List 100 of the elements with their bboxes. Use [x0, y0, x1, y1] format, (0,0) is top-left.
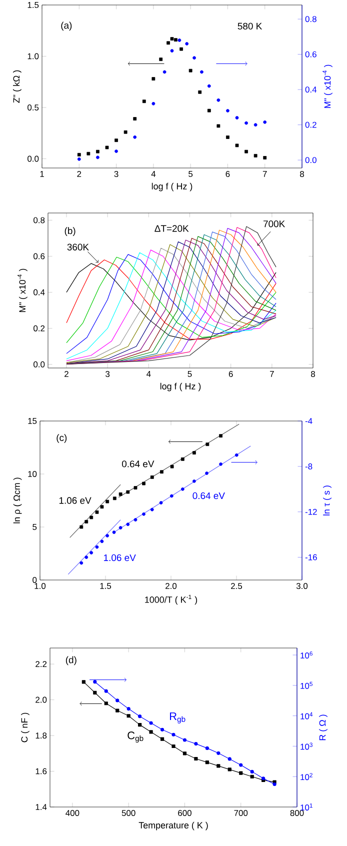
- point: [170, 494, 174, 498]
- point: [126, 522, 130, 526]
- point: [180, 457, 184, 461]
- point: [80, 525, 84, 529]
- point: [235, 116, 239, 120]
- point: [254, 123, 258, 127]
- point: [216, 98, 220, 102]
- point: [205, 760, 209, 764]
- point: [114, 150, 118, 153]
- y-tick-label: 0.2: [34, 325, 45, 332]
- point: [105, 146, 109, 150]
- point: [174, 38, 178, 42]
- x-tick-label: 1.5: [100, 583, 112, 589]
- point: [96, 150, 100, 154]
- point: [263, 156, 267, 160]
- y2-tick-label: 10$^{2}$: [300, 773, 312, 780]
- point: [235, 144, 239, 148]
- point: [182, 738, 187, 742]
- x-tick-label: 2: [64, 371, 68, 377]
- series-label: R$_{gb}$: [170, 712, 186, 724]
- x-tick-label: 5: [188, 371, 192, 377]
- point: [106, 534, 110, 538]
- x-tick-label: 7: [262, 171, 267, 177]
- y2-tick-label: 0.4: [305, 86, 317, 93]
- point: [166, 41, 170, 45]
- point: [172, 732, 176, 736]
- point: [250, 774, 254, 778]
- point: [192, 451, 196, 454]
- annotation: 580 K: [238, 22, 262, 30]
- x-tick-label: 6: [226, 171, 230, 177]
- point: [205, 472, 208, 475]
- point: [234, 453, 238, 457]
- point: [126, 714, 130, 718]
- point: [250, 770, 254, 774]
- point: [192, 479, 196, 483]
- point: [207, 108, 211, 112]
- y-tick-label: 0.8: [34, 217, 45, 224]
- point: [216, 764, 220, 768]
- point: [150, 508, 154, 512]
- point: [104, 702, 108, 706]
- point: [207, 84, 211, 88]
- point: [200, 70, 204, 74]
- point: [244, 121, 248, 125]
- point: [126, 707, 130, 711]
- point: [112, 530, 116, 534]
- annotation: 700K: [264, 220, 286, 228]
- point: [150, 475, 154, 479]
- x-tick-label: 1: [40, 171, 44, 177]
- point: [192, 56, 196, 60]
- point: [170, 49, 174, 52]
- y2-tick-label: -4: [305, 418, 312, 424]
- point: [80, 561, 84, 565]
- point: [170, 464, 174, 468]
- point: [216, 751, 220, 755]
- x-tick-label: 700: [234, 810, 248, 816]
- point: [244, 150, 248, 154]
- y2-tick-label: 10$^{6}$: [300, 651, 312, 659]
- y2-tick-label: 10$^{3}$: [300, 742, 312, 750]
- x-tick-label: 8: [311, 371, 315, 378]
- point: [118, 492, 122, 496]
- point: [180, 47, 183, 51]
- point: [106, 500, 110, 504]
- annotation: (a): [61, 22, 72, 31]
- point: [114, 138, 118, 142]
- point: [198, 90, 202, 94]
- point: [104, 689, 108, 693]
- x-tick-label: 2: [77, 171, 82, 177]
- y-tick-label: 0: [32, 577, 37, 583]
- point: [188, 68, 192, 72]
- point: [159, 58, 163, 62]
- point: [142, 482, 146, 486]
- y2-axis-title: M" ( x10$^{-4}$ ): [322, 64, 332, 108]
- y-tick-label: 2.0: [36, 696, 47, 703]
- y-tick-label: 1.8: [36, 732, 47, 739]
- point: [95, 510, 99, 514]
- point: [138, 723, 142, 727]
- y-tick-label: 1.5: [28, 2, 39, 8]
- y2-tick-label: 0.2: [305, 122, 316, 128]
- point: [263, 120, 267, 124]
- point: [205, 746, 209, 750]
- y-axis-title: C ( nF ): [21, 712, 30, 742]
- annotation: 0.64 eV: [122, 460, 154, 468]
- point: [126, 490, 130, 494]
- point: [180, 487, 184, 491]
- y-tick-label: 0.0: [28, 156, 39, 162]
- point: [149, 721, 153, 725]
- y-tick-label: 0.6: [34, 253, 45, 260]
- x-tick-label: 4: [151, 171, 156, 177]
- x-axis-title: log f ( Hz ): [152, 182, 192, 192]
- point: [134, 486, 138, 490]
- x-axis-title: 1000/T ( K$^{-1}$ ): [145, 594, 198, 605]
- point: [219, 434, 222, 438]
- point: [93, 680, 97, 684]
- y-tick-label: 15: [28, 418, 37, 424]
- point: [95, 545, 99, 549]
- y-axis-title: M" ( x10$^{-4}$ ): [18, 268, 28, 312]
- y2-tick-label: 0.8: [305, 16, 316, 22]
- x-tick-label: 3: [106, 371, 110, 378]
- point: [219, 462, 222, 466]
- point: [239, 771, 243, 775]
